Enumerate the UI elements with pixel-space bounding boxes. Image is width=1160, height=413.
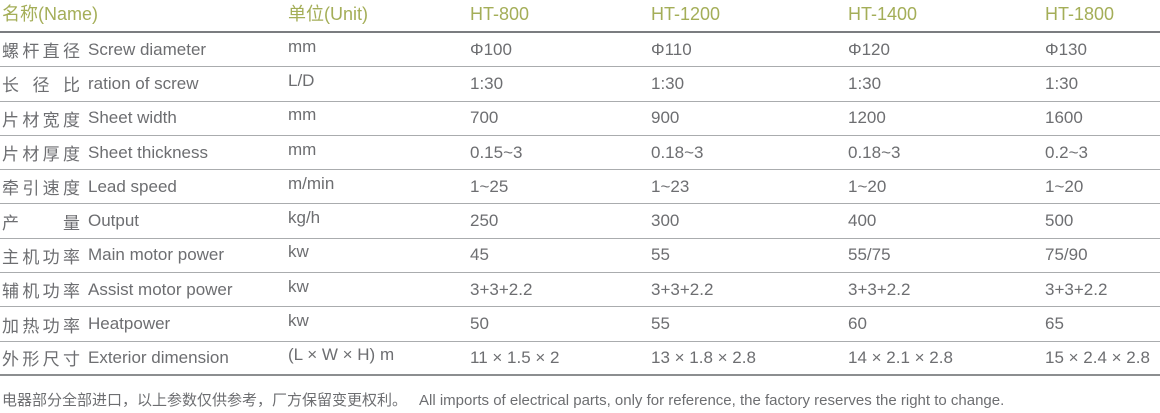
row-value-2: 1200 [848, 108, 886, 128]
table-row: 片材宽度 Sheet width mm 700 900 1200 1600 [0, 102, 1160, 136]
row-value-0: 45 [470, 245, 489, 265]
table-row: 长 径 比 ration of screw L/D 1:30 1:30 1:30… [0, 67, 1160, 102]
row-value-0: 11 × 1.5 × 2 [470, 347, 560, 367]
row-name-cn: 加热功率 [2, 316, 80, 336]
row-unit: L/D [288, 70, 315, 90]
header-model-2: HT-1400 [848, 4, 918, 24]
row-value-2: 3+3+2.2 [848, 279, 911, 299]
spec-table: 名称(Name) 单位(Unit) HT-800 HT-1200 HT-1400 HT… [0, 0, 1160, 376]
row-name-cn: 牵引速度 [2, 179, 80, 199]
row-name-cn: 长 径 比 [2, 76, 80, 96]
table-row: 产 量 Output kg/h 250 300 400 500 [0, 204, 1160, 239]
row-value-1: 0.18~3 [651, 142, 704, 162]
table-row: 外形尺寸 Exterior dimension (L × W × H) m 11… [0, 342, 1160, 376]
row-name-cn: 外形尺寸 [2, 350, 80, 370]
row-unit: mm [288, 105, 317, 125]
row-value-3: Φ130 [1045, 39, 1087, 59]
table-body: 螺杆直径 Screw diameter mm Φ100 Φ110 Φ120 Φ1… [0, 33, 1160, 376]
table-header-row: 名称(Name) 单位(Unit) HT-800 HT-1200 HT-1400 HT… [0, 0, 1160, 33]
row-value-3: 75/90 [1045, 245, 1088, 265]
row-name-cn: 片材厚度 [2, 145, 80, 165]
footnote-chinese: 电器部分全部进口，以上参数仅供参考，厂方保留变更权利。 [2, 391, 408, 409]
row-value-3: 0.2~3 [1045, 142, 1089, 162]
row-value-1: 300 [651, 211, 680, 231]
row-name-en: Sheet thickness [88, 142, 209, 162]
row-name-en: Heatpower [88, 314, 171, 334]
row-name-cn: 主机功率 [2, 247, 80, 267]
row-unit: mm [288, 36, 317, 56]
row-value-2: 1~20 [848, 176, 887, 196]
row-unit: (L × W × H) m [288, 344, 395, 364]
table-row: 牵引速度 Lead speed m/min 1~25 1~23 1~20 1~2… [0, 170, 1160, 205]
row-name-en: ration of screw [88, 73, 199, 93]
row-name-en: Assist motor power [88, 279, 233, 299]
row-value-3: 65 [1045, 314, 1064, 334]
row-value-0: Φ100 [470, 39, 512, 59]
row-value-2: 400 [848, 211, 877, 231]
row-name-cn: 螺杆直径 [2, 42, 80, 62]
row-value-1: 55 [651, 314, 670, 334]
row-value-3: 15 × 2.4 × 2.8 [1045, 347, 1150, 367]
footnote: 电器部分全部进口，以上参数仅供参考，厂方保留变更权利。 All imports o… [0, 389, 1160, 410]
row-value-0: 1:30 [470, 73, 504, 93]
row-value-1: 1:30 [651, 73, 685, 93]
row-name-cn: 产 量 [2, 213, 80, 233]
row-value-1: Φ110 [651, 39, 692, 59]
row-unit: kw [288, 242, 309, 262]
row-value-2: 14 × 2.1 × 2.8 [848, 347, 953, 367]
row-name-en: Lead speed [88, 176, 177, 196]
header-model-0: HT-800 [470, 4, 530, 24]
header-model-3: HT-1800 [1045, 4, 1115, 24]
row-value-0: 50 [470, 314, 489, 334]
row-value-3: 3+3+2.2 [1045, 279, 1108, 299]
row-value-3: 1600 [1045, 108, 1083, 128]
table-row: 螺杆直径 Screw diameter mm Φ100 Φ110 Φ120 Φ1… [0, 33, 1160, 68]
row-name-en: Screw diameter [88, 39, 207, 59]
row-value-3: 1:30 [1045, 73, 1079, 93]
row-name-en: Exterior dimension [88, 347, 229, 367]
row-value-3: 500 [1045, 211, 1074, 231]
row-value-2: 55/75 [848, 245, 891, 265]
row-unit: kw [288, 276, 309, 296]
header-model-1: HT-1200 [651, 4, 721, 24]
table-row: 辅机功率 Assist motor power kw 3+3+2.2 3+3+2… [0, 273, 1160, 308]
row-name-en: Main motor power [88, 245, 225, 265]
row-value-0: 3+3+2.2 [470, 279, 533, 299]
row-name-cn: 片材宽度 [2, 110, 80, 130]
row-value-3: 1~20 [1045, 176, 1084, 196]
row-value-1: 13 × 1.8 × 2.8 [651, 347, 756, 367]
header-name: 名称(Name) [2, 4, 99, 24]
row-value-1: 55 [651, 245, 670, 265]
footnote-english: All imports of electrical parts, only fo… [419, 391, 1005, 409]
table-row: 加热功率 Heatpower kw 50 55 60 65 [0, 307, 1160, 342]
row-value-2: Φ120 [848, 39, 890, 59]
header-unit: 单位(Unit) [288, 4, 368, 24]
row-value-1: 900 [651, 108, 680, 128]
row-value-0: 250 [470, 211, 499, 231]
row-name-cn: 辅机功率 [2, 282, 80, 302]
row-value-2: 0.18~3 [848, 142, 901, 162]
row-value-0: 0.15~3 [470, 142, 523, 162]
row-unit: kg/h [288, 208, 321, 228]
row-unit: kw [288, 311, 309, 331]
row-value-1: 3+3+2.2 [651, 279, 714, 299]
row-value-2: 60 [848, 314, 867, 334]
row-name-en: Output [88, 211, 140, 231]
row-value-0: 1~25 [470, 176, 509, 196]
row-value-0: 700 [470, 108, 499, 128]
row-value-2: 1:30 [848, 73, 882, 93]
row-value-1: 1~23 [651, 176, 690, 196]
row-name-en: Sheet width [88, 108, 177, 128]
table-row: 主机功率 Main motor power kw 45 55 55/75 75/… [0, 239, 1160, 274]
row-unit: m/min [288, 173, 335, 193]
row-unit: mm [288, 139, 317, 159]
table-row: 片材厚度 Sheet thickness mm 0.15~3 0.18~3 0.… [0, 136, 1160, 171]
